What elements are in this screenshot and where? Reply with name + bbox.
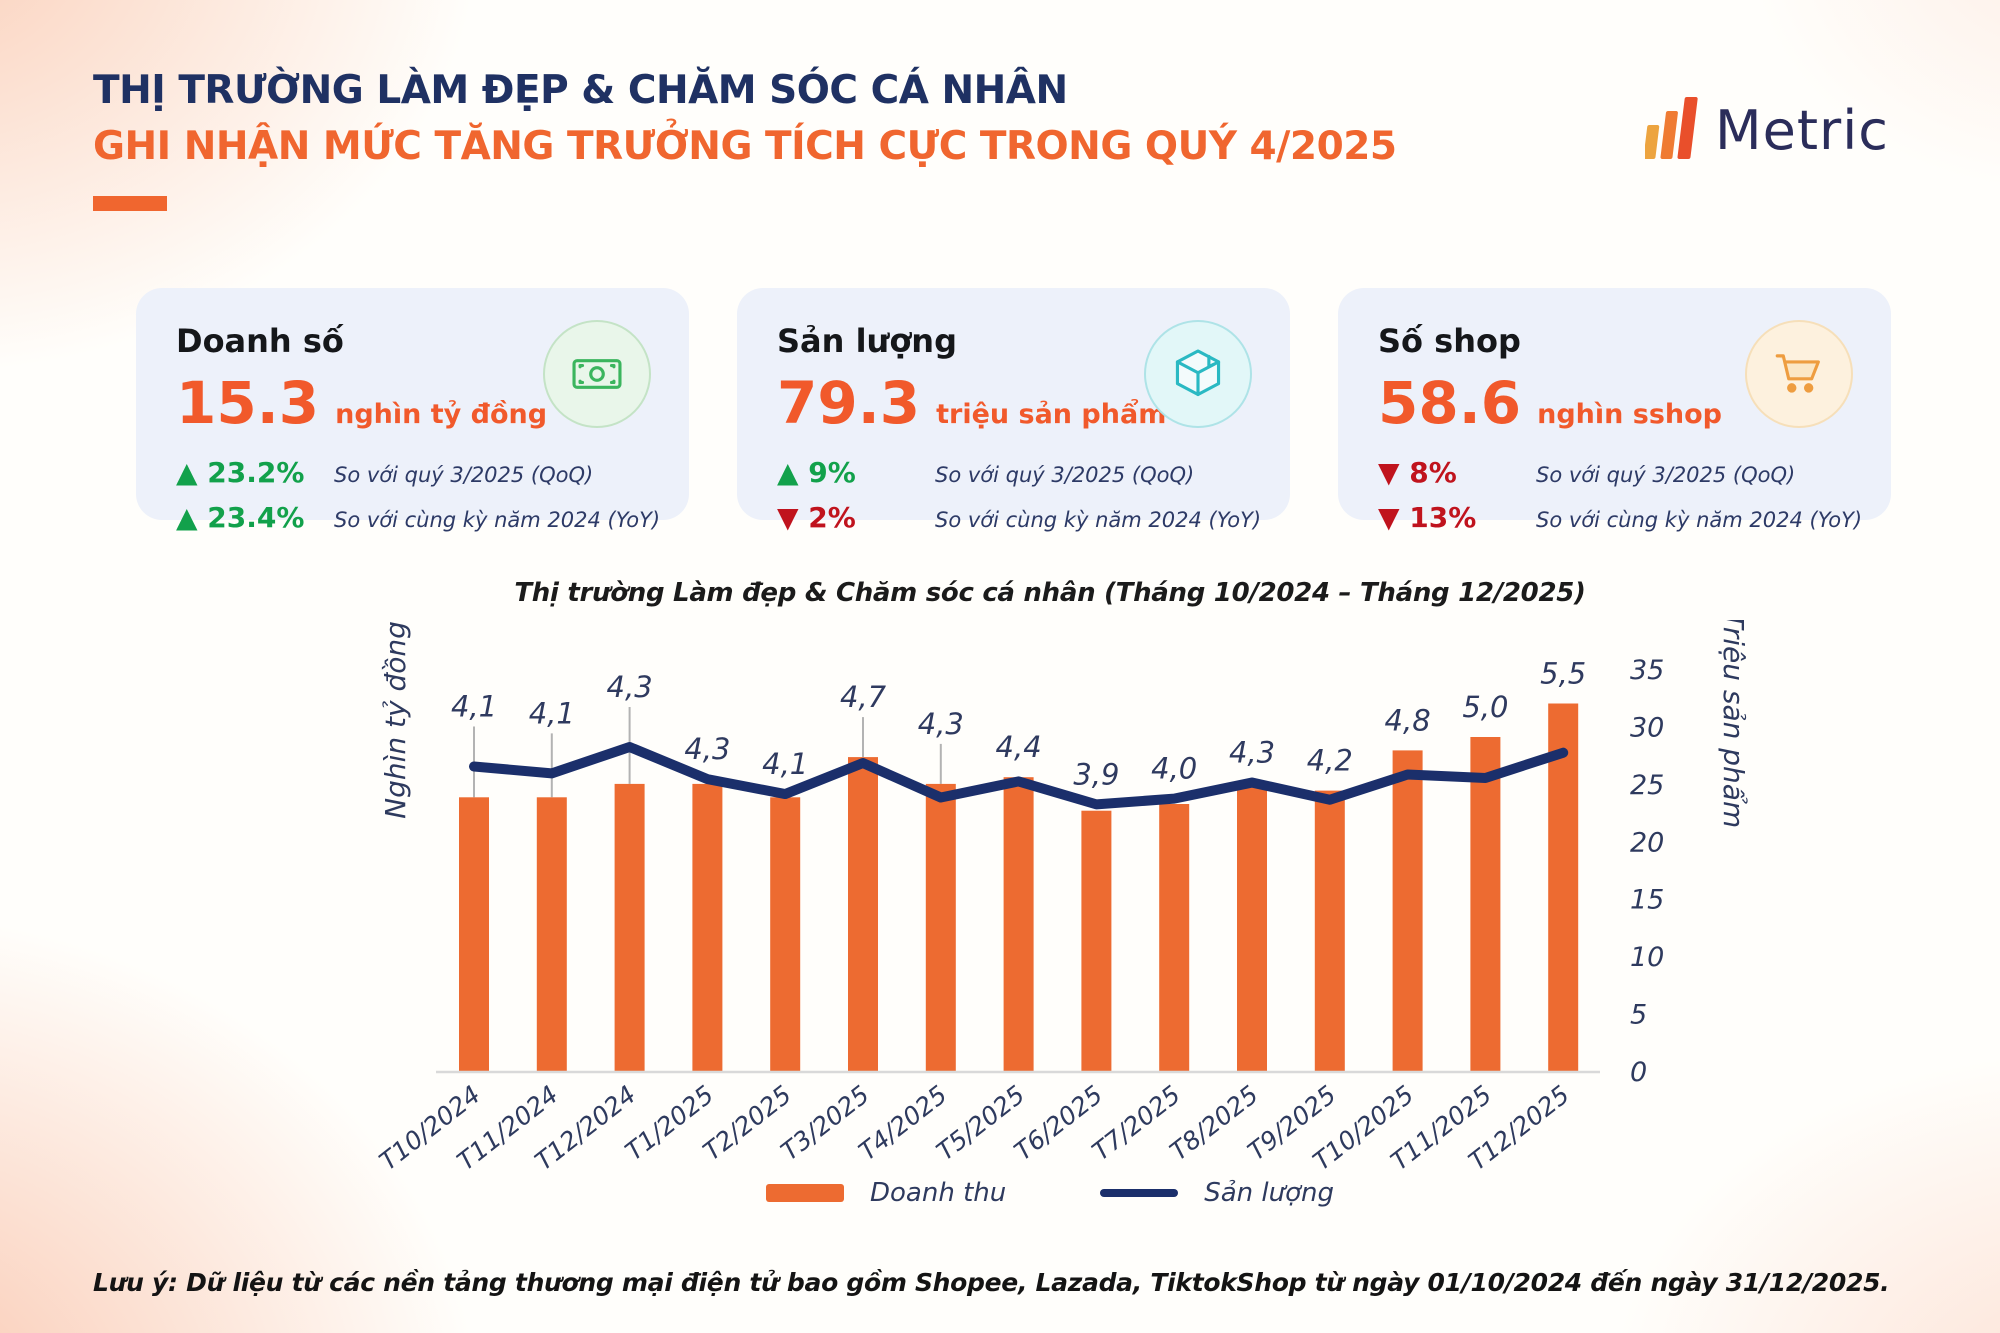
bar-T2/2025 bbox=[770, 797, 801, 1072]
kpi-card-so-shop: Số shop 58.6 nghìn sshop ▼ 8% So với quý… bbox=[1338, 288, 1891, 534]
kpi-unit: triệu sản phẩm bbox=[936, 399, 1167, 430]
change-label: So với quý 3/2025 (QoQ) bbox=[1536, 463, 1796, 487]
bar-T6/2025 bbox=[1081, 810, 1112, 1072]
change-label: So với cùng kỳ năm 2024 (YoY) bbox=[1536, 508, 1863, 532]
bar-T4/2025 bbox=[925, 783, 956, 1072]
legend-label: Sản lượng bbox=[1204, 1178, 1334, 1208]
bar-label: 4,8 bbox=[1385, 703, 1431, 737]
kpi-title: Số shop bbox=[1378, 322, 1521, 360]
kpi-unit: nghìn tỷ đồng bbox=[335, 399, 548, 430]
bar-T12/2025 bbox=[1548, 703, 1579, 1072]
page-title: THỊ TRƯỜNG LÀM ĐẸP & CHĂM SÓC CÁ NHÂN bbox=[93, 68, 1068, 113]
right-axis-tick: 25 bbox=[1630, 770, 1664, 801]
chart-legend: Doanh thu Sản lượng bbox=[300, 1178, 1800, 1208]
right-axis-tick: 30 bbox=[1630, 712, 1664, 743]
metric-logo-text: Metric bbox=[1715, 98, 1889, 162]
cart-icon bbox=[1745, 320, 1853, 428]
bar-T5/2025 bbox=[1003, 777, 1034, 1072]
bar-label: 5,5 bbox=[1540, 657, 1586, 691]
kpi-card-san-luong: Sản lượng 79.3 triệu sản phẩm ▲ 9% So vớ… bbox=[737, 288, 1290, 534]
kpi-cards-row: Doanh số 15.3 nghìn tỷ đồng ▲ 23.2% So v… bbox=[136, 288, 1891, 534]
change-value: ▲ 23.2% bbox=[176, 456, 305, 489]
change-value: ▼ 13% bbox=[1378, 501, 1477, 534]
kpi-value: 79.3 bbox=[777, 369, 921, 437]
legend-label: Doanh thu bbox=[869, 1178, 1007, 1208]
kpi-change-row: ▼ 8% So với quý 3/2025 (QoQ) bbox=[1378, 456, 1851, 489]
bar-T12/2024 bbox=[614, 783, 645, 1072]
bar-label: 4,4 bbox=[996, 730, 1042, 764]
kpi-title: Sản lượng bbox=[777, 322, 957, 360]
bar-label: 4,2 bbox=[1307, 744, 1353, 778]
right-axis-title: Triệu sản phẩm bbox=[1717, 620, 1750, 828]
right-axis-tick: 0 bbox=[1630, 1057, 1647, 1088]
bar-label: 4,3 bbox=[607, 670, 653, 704]
metric-logo: Metric bbox=[1643, 96, 1889, 164]
trend-chart: 4,1 4,1 4,3 4,3 4,1 4,7 4,3 4,4 3,9 4,0 4,3 4,2 4,8 5… bbox=[300, 612, 1800, 1180]
kpi-value: 15.3 bbox=[176, 369, 320, 437]
line-swatch-icon bbox=[1100, 1189, 1179, 1197]
bar-label: 4,1 bbox=[529, 696, 575, 730]
kpi-change-row: ▲ 23.4% So với cùng kỳ năm 2024 (YoY) bbox=[176, 501, 660, 534]
bar-label: 4,3 bbox=[684, 732, 730, 766]
legend-item-san-luong: Sản lượng bbox=[1100, 1178, 1334, 1208]
bar-T10/2024 bbox=[459, 797, 489, 1072]
kpi-title: Doanh số bbox=[176, 322, 344, 360]
right-axis-tick: 20 bbox=[1630, 827, 1664, 858]
bar-label: 3,9 bbox=[1073, 757, 1119, 791]
page-subtitle: GHI NHẬN MỨC TĂNG TRƯỞNG TÍCH CỰC TRONG … bbox=[93, 124, 1397, 169]
change-label: So với quý 3/2025 (QoQ) bbox=[334, 463, 594, 487]
change-label: So với cùng kỳ năm 2024 (YoY) bbox=[935, 508, 1262, 532]
change-value: ▲ 9% bbox=[777, 456, 856, 489]
change-value: ▲ 23.4% bbox=[176, 501, 305, 534]
bar-T3/2025 bbox=[848, 757, 878, 1072]
title-underline bbox=[93, 196, 167, 211]
trend-chart-svg: 4,1 4,1 4,3 4,3 4,1 4,7 4,3 4,4 3,9 4,0 4,3 4,2 4,8 5… bbox=[374, 612, 1750, 1176]
bar-T7/2025 bbox=[1159, 804, 1190, 1072]
kpi-unit: nghìn sshop bbox=[1537, 399, 1722, 430]
chart-title: Thị trường Làm đẹp & Chăm sóc cá nhân (T… bbox=[514, 578, 1586, 608]
bar-T10/2025 bbox=[1392, 750, 1423, 1072]
right-axis-tick: 5 bbox=[1630, 1000, 1647, 1031]
bar-label: 4,7 bbox=[840, 680, 887, 714]
right-axis-tick: 15 bbox=[1630, 885, 1664, 916]
kpi-change-row: ▼ 2% So với cùng kỳ năm 2024 (YoY) bbox=[777, 501, 1261, 534]
right-axis-tick: 35 bbox=[1630, 655, 1664, 686]
metric-logo-bars-icon bbox=[1643, 96, 1701, 164]
bar-T8/2025 bbox=[1237, 783, 1267, 1072]
legend-item-doanh-thu: Doanh thu bbox=[765, 1178, 1007, 1208]
bar-label: 4,1 bbox=[762, 747, 808, 781]
change-label: So với cùng kỳ năm 2024 (YoY) bbox=[334, 508, 661, 532]
kpi-value: 58.6 bbox=[1378, 369, 1522, 437]
bar-label: 4,3 bbox=[918, 707, 964, 741]
bar-swatch-icon bbox=[765, 1184, 844, 1202]
kpi-change-row: ▼ 13% So với cùng kỳ năm 2024 (YoY) bbox=[1378, 501, 1862, 534]
footnote: Lưu ý: Dữ liệu từ các nền tảng thương mạ… bbox=[93, 1268, 1890, 1297]
kpi-change-row: ▲ 9% So với quý 3/2025 (QoQ) bbox=[777, 456, 1250, 489]
bar-label: 5,0 bbox=[1462, 690, 1508, 724]
left-axis-title: Nghìn tỷ đồng bbox=[379, 621, 412, 819]
change-label: So với quý 3/2025 (QoQ) bbox=[935, 463, 1195, 487]
bar-T1/2025 bbox=[692, 783, 723, 1072]
bar-label: 4,1 bbox=[451, 689, 497, 723]
bar-label: 4,0 bbox=[1151, 752, 1197, 786]
bar-label: 4,3 bbox=[1229, 736, 1275, 770]
bar-T9/2025 bbox=[1314, 790, 1345, 1072]
trend-line bbox=[469, 741, 1569, 810]
kpi-card-doanh-so: Doanh số 15.3 nghìn tỷ đồng ▲ 23.2% So v… bbox=[136, 288, 689, 534]
right-axis-tick: 10 bbox=[1630, 942, 1664, 973]
change-value: ▼ 8% bbox=[1378, 456, 1457, 489]
kpi-change-row: ▲ 23.2% So với quý 3/2025 (QoQ) bbox=[176, 456, 649, 489]
bar-T11/2024 bbox=[536, 797, 567, 1072]
change-value: ▼ 2% bbox=[777, 501, 856, 534]
package-icon bbox=[1144, 320, 1252, 428]
bar-T11/2025 bbox=[1470, 737, 1501, 1072]
money-icon bbox=[543, 320, 651, 428]
